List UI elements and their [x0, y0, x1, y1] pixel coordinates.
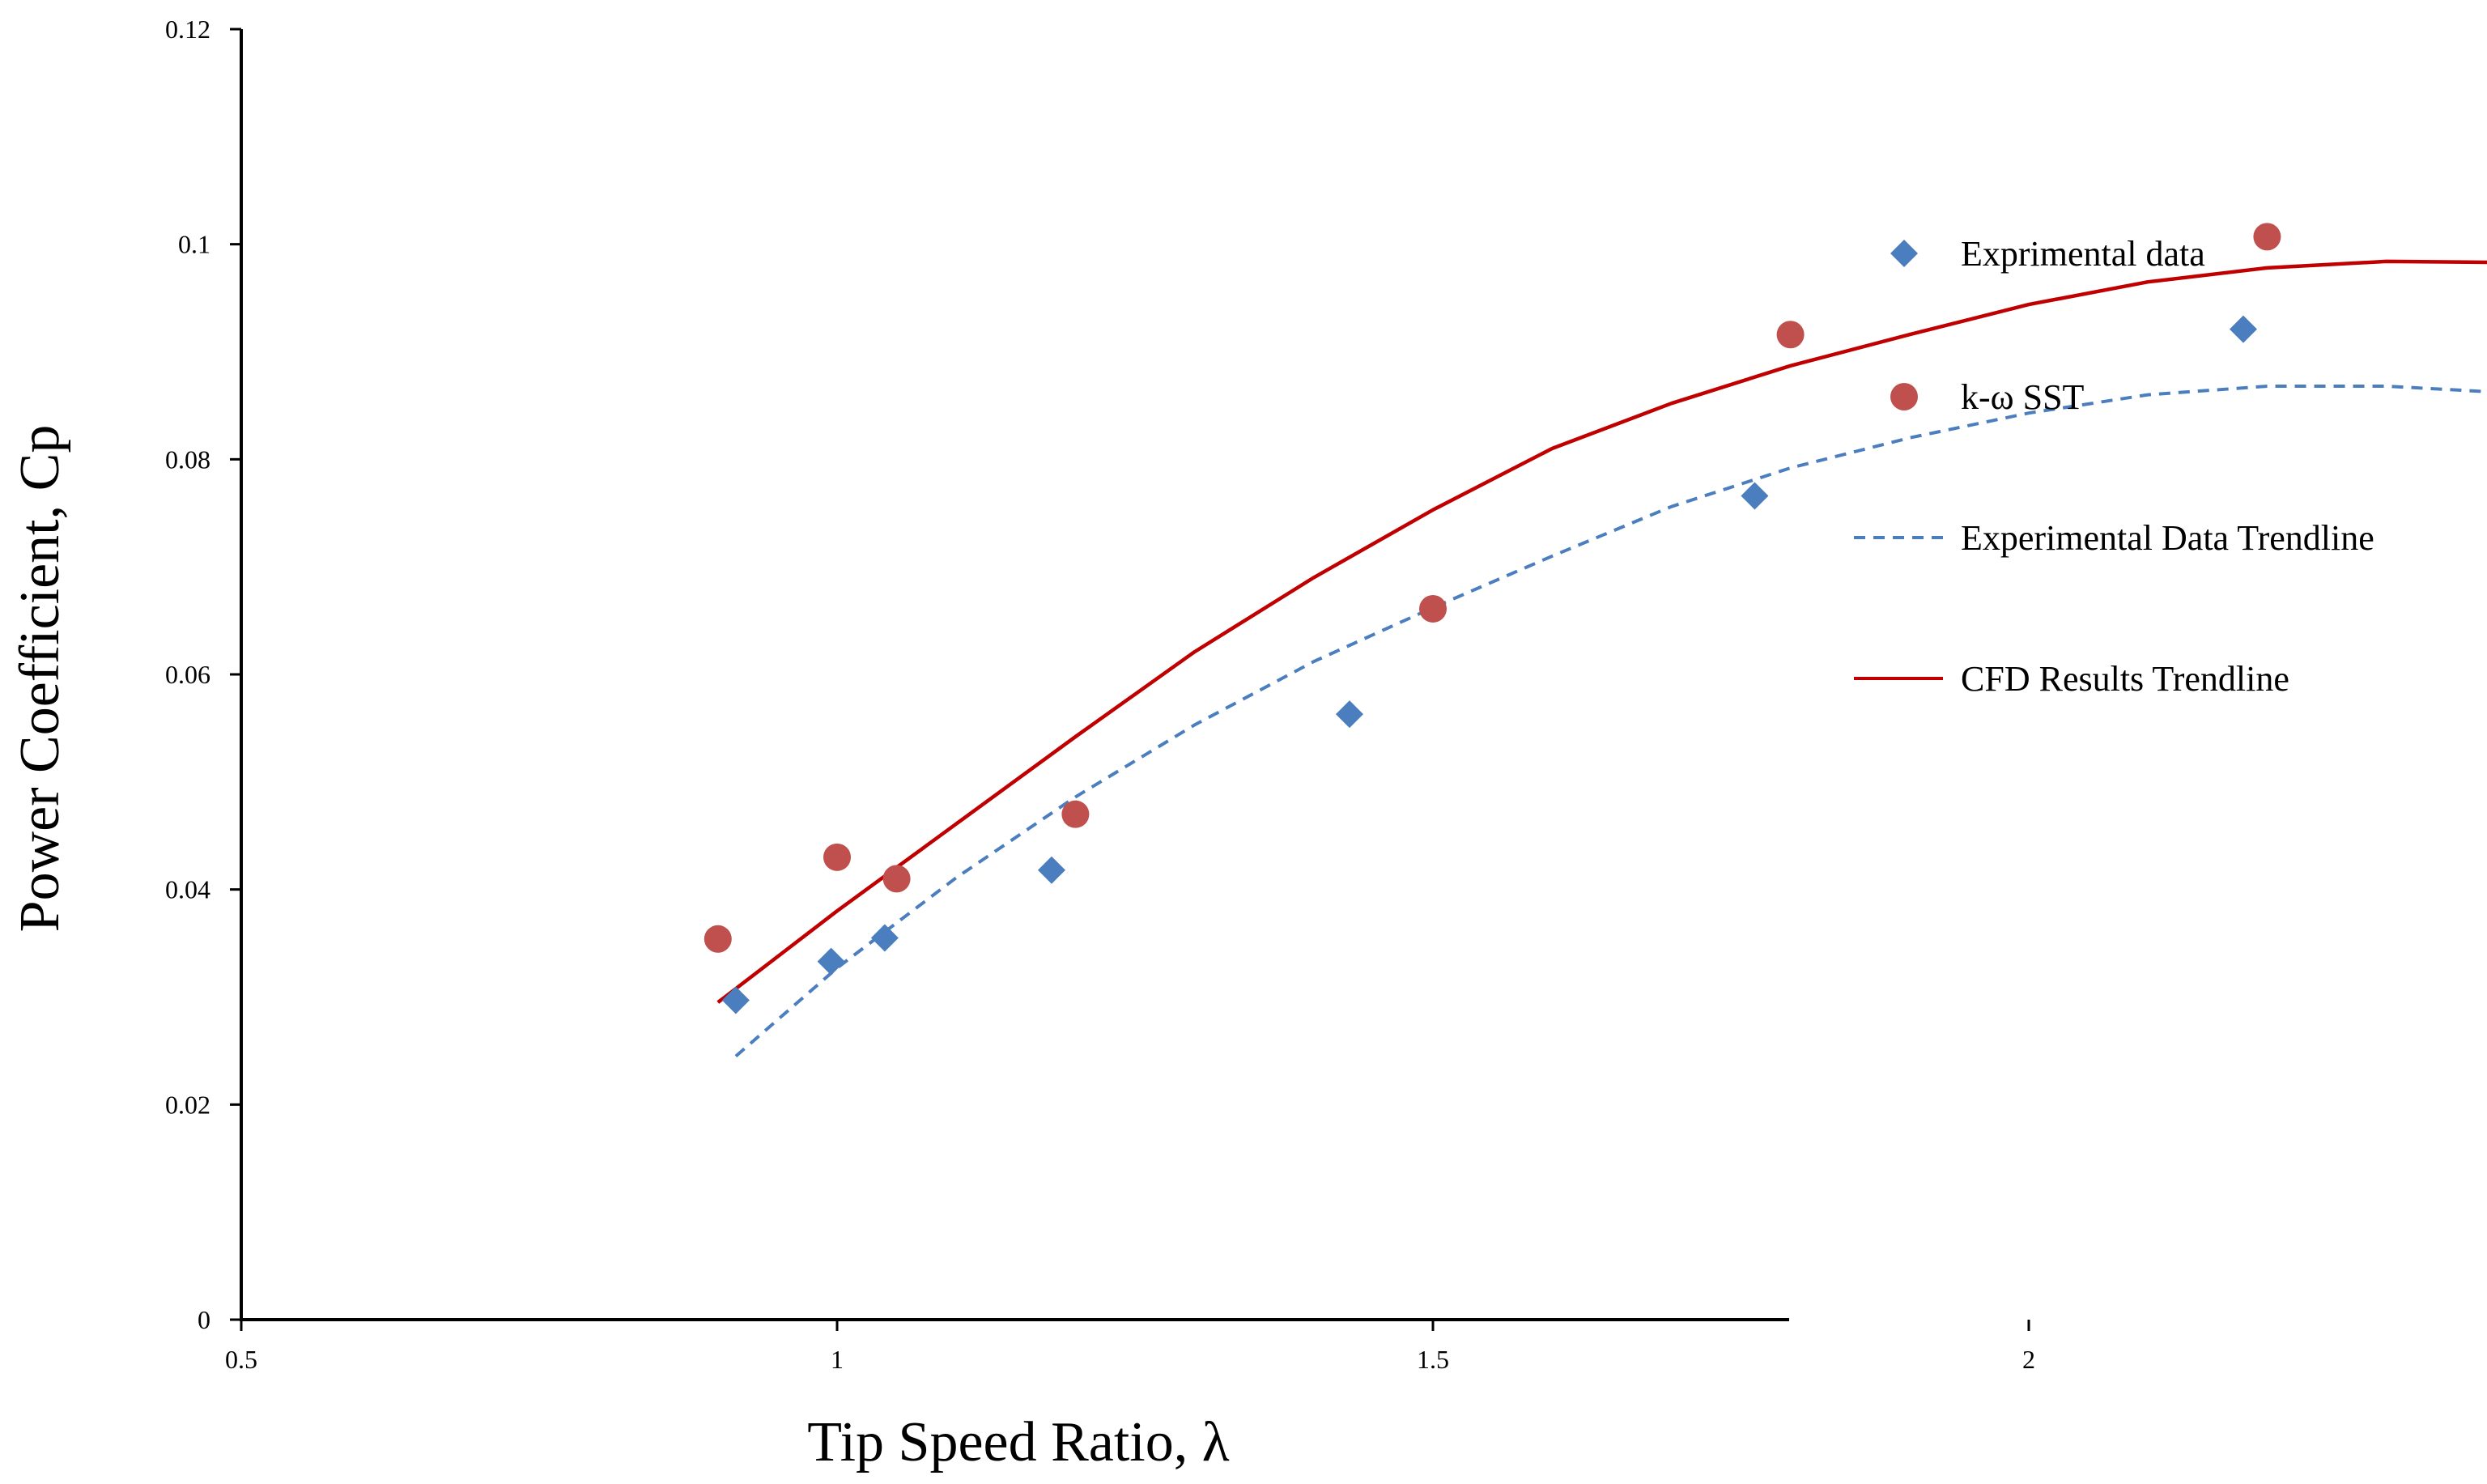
- x-axis-title: Tip Speed Ratio, λ: [807, 1411, 1229, 1473]
- legend-diamond-marker: [1890, 240, 1918, 267]
- k-omega-sst-point: [823, 843, 851, 871]
- legend: Exprimental data k-ω SST Experimental Data…: [1854, 234, 2374, 699]
- x-tick-label: 2: [2022, 1345, 2035, 1374]
- experimental-data-point: [1037, 856, 1065, 884]
- experimental-data-point: [2229, 315, 2257, 343]
- k-omega-sst-point: [2253, 223, 2281, 251]
- legend-label: Experimental Data Trendline: [1961, 518, 2374, 558]
- y-tick-label: 0.04: [165, 875, 210, 904]
- legend-circle-marker: [1890, 383, 1918, 410]
- y-axis-title: Power Coefficient, Cp: [9, 425, 71, 933]
- k-omega-sst-point: [704, 925, 732, 953]
- x-tick-label: 1.5: [1417, 1345, 1449, 1374]
- y-tick-label: 0.1: [178, 230, 210, 259]
- experimental-data-point: [817, 947, 845, 976]
- experimental-trendline: [734, 385, 2487, 1058]
- legend-label: CFD Results Trendline: [1961, 659, 2289, 699]
- cfd-trendline: [716, 259, 2487, 1004]
- legend-label: Exprimental data: [1961, 234, 2205, 274]
- k-omega-sst-point: [1061, 800, 1090, 828]
- axes: [240, 29, 1789, 1321]
- x-axis-ticks: 0.511.522.53: [225, 1320, 2035, 1374]
- legend-label: k-ω SST: [1961, 377, 2085, 417]
- experimental-data-point: [870, 924, 899, 952]
- y-tick-label: 0.02: [165, 1090, 210, 1119]
- plot-area: [704, 223, 2487, 1058]
- y-axis-ticks: 0 0.02 0.04 0.06 0.08 0.1 0.12: [165, 15, 241, 1334]
- k-omega-sst-point: [1419, 594, 1447, 623]
- x-tick-label: 0.5: [225, 1345, 257, 1374]
- y-tick-label: 0.06: [165, 660, 210, 689]
- experimental-data-point: [721, 986, 750, 1014]
- k-omega-sst-point: [1776, 321, 1805, 349]
- y-tick-label: 0.12: [165, 15, 210, 44]
- experimental-data-point: [1335, 700, 1363, 729]
- k-omega-sst-point: [882, 865, 911, 893]
- experimental-data-point: [1741, 482, 1769, 510]
- y-tick-label: 0.08: [165, 444, 210, 474]
- x-tick-label: 1: [831, 1345, 844, 1374]
- y-tick-label: 0: [198, 1305, 210, 1334]
